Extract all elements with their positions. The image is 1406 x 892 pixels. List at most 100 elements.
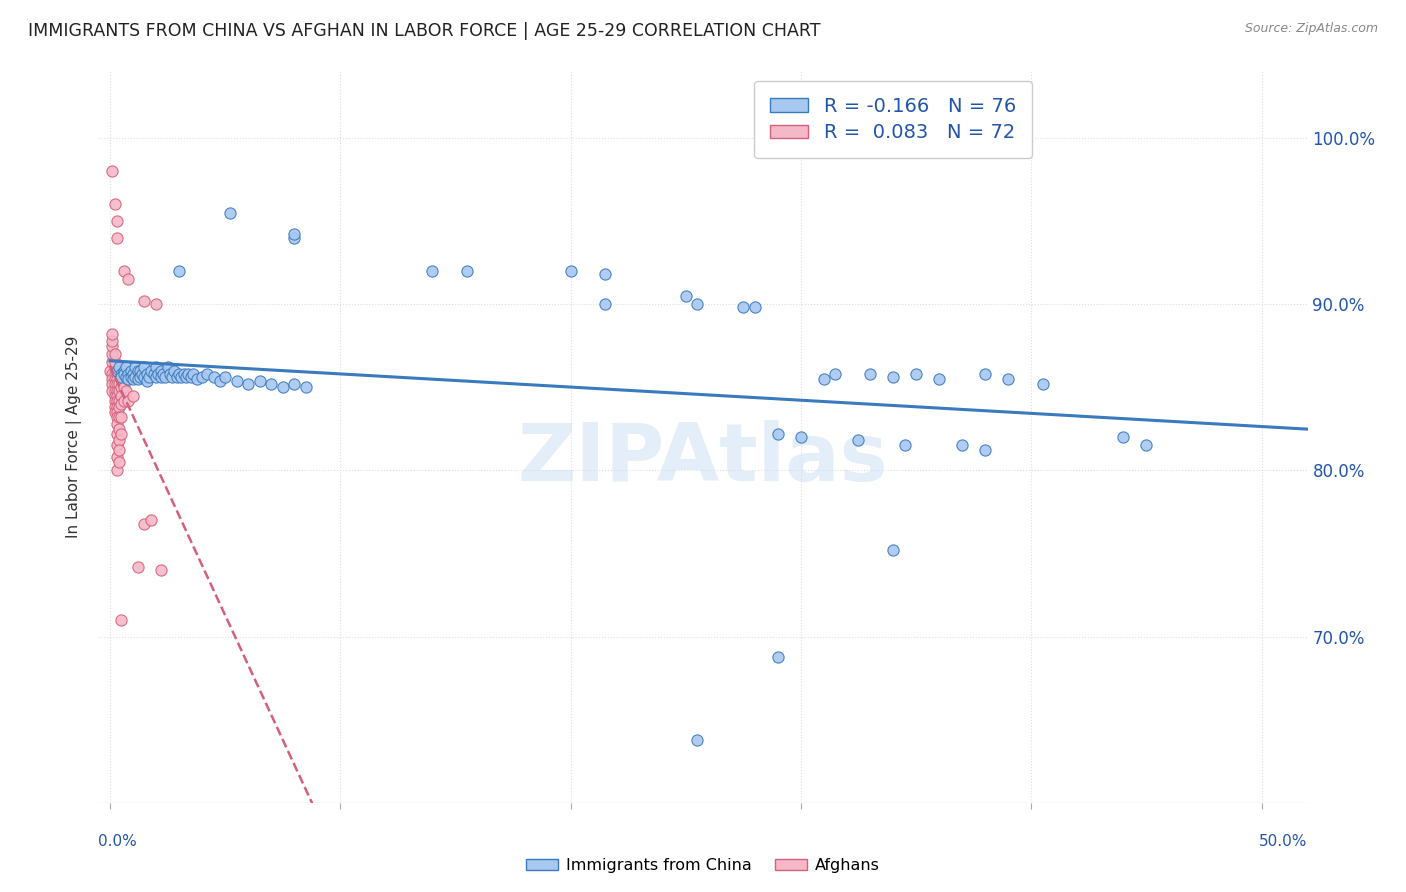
Point: [117, 372, 139, 386]
Point: [141, 513, 163, 527]
Point: [170, 370, 193, 384]
Point: [115, 360, 138, 375]
Point: [124, 360, 146, 375]
Point: [138, 370, 160, 384]
Point: [108, 443, 131, 458]
Point: [1135, 438, 1157, 452]
Point: [848, 434, 870, 448]
Point: [134, 293, 156, 308]
Point: [108, 455, 131, 469]
Point: [283, 227, 305, 242]
Point: [110, 380, 132, 394]
Point: [122, 367, 145, 381]
Point: [127, 559, 149, 574]
Point: [105, 388, 128, 402]
Point: [112, 367, 135, 381]
Point: [766, 426, 789, 441]
Point: [108, 400, 131, 414]
Point: [105, 463, 128, 477]
Point: [905, 367, 928, 381]
Point: [105, 450, 128, 464]
Point: [103, 400, 125, 414]
Text: Source: ZipAtlas.com: Source: ZipAtlas.com: [1244, 22, 1378, 36]
Point: [110, 363, 132, 377]
Point: [180, 370, 202, 384]
Point: [108, 410, 131, 425]
Point: [105, 393, 128, 408]
Point: [103, 347, 125, 361]
Point: [145, 370, 167, 384]
Point: [824, 367, 846, 381]
Point: [294, 380, 316, 394]
Point: [112, 264, 135, 278]
Point: [167, 264, 190, 278]
Point: [120, 363, 142, 377]
Point: [105, 417, 128, 431]
Point: [145, 360, 167, 375]
Point: [108, 393, 131, 408]
Point: [766, 649, 789, 664]
Point: [117, 272, 139, 286]
Point: [101, 326, 124, 341]
Point: [110, 367, 132, 381]
Point: [149, 363, 172, 377]
Point: [127, 363, 149, 377]
Point: [142, 367, 165, 381]
Point: [103, 197, 125, 211]
Point: [103, 367, 125, 381]
Text: ZIPAtlas: ZIPAtlas: [517, 420, 889, 498]
Point: [108, 434, 131, 448]
Point: [110, 370, 132, 384]
Point: [112, 380, 135, 394]
Point: [101, 376, 124, 391]
Point: [108, 384, 131, 398]
Point: [122, 372, 145, 386]
Point: [105, 372, 128, 386]
Point: [103, 405, 125, 419]
Point: [271, 380, 294, 394]
Point: [186, 372, 208, 386]
Point: [103, 393, 125, 408]
Point: [202, 370, 225, 384]
Point: [134, 516, 156, 531]
Point: [859, 367, 882, 381]
Point: [124, 370, 146, 384]
Point: [145, 297, 167, 311]
Point: [103, 384, 125, 398]
Point: [120, 367, 142, 381]
Point: [167, 367, 190, 381]
Point: [108, 367, 131, 381]
Point: [155, 370, 177, 384]
Point: [105, 426, 128, 441]
Point: [790, 430, 813, 444]
Point: [110, 370, 132, 384]
Point: [675, 289, 697, 303]
Point: [593, 267, 616, 281]
Point: [813, 372, 835, 386]
Point: [101, 372, 124, 386]
Point: [105, 405, 128, 419]
Point: [160, 370, 183, 384]
Point: [191, 370, 214, 384]
Point: [120, 370, 142, 384]
Point: [103, 355, 125, 369]
Point: [166, 370, 188, 384]
Point: [882, 370, 904, 384]
Point: [209, 374, 232, 388]
Point: [456, 264, 478, 278]
Point: [422, 264, 444, 278]
Point: [893, 438, 915, 452]
Point: [882, 543, 904, 558]
Point: [163, 363, 186, 377]
Point: [105, 384, 128, 398]
Point: [108, 376, 131, 391]
Point: [122, 388, 145, 402]
Point: [744, 301, 766, 315]
Point: [225, 374, 247, 388]
Point: [686, 732, 709, 747]
Point: [134, 370, 156, 384]
Point: [128, 363, 150, 377]
Point: [218, 205, 240, 219]
Point: [115, 370, 138, 384]
Point: [101, 384, 124, 398]
